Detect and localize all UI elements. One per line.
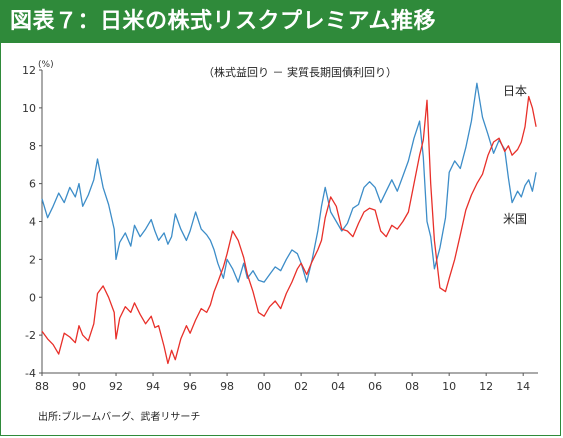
- series-line-japan: [41, 95, 537, 365]
- x-tick-label: 04: [331, 380, 345, 393]
- x-tick-label: 02: [294, 380, 308, 393]
- y-tick-label: 12: [22, 64, 36, 77]
- source-note: 出所:ブルームバーグ、武者リサーチ: [38, 412, 201, 423]
- series-line-us: [41, 82, 537, 283]
- y-tick-label: 10: [22, 102, 36, 115]
- y-tick-label: 4: [29, 216, 36, 229]
- y-tick-label: -2: [25, 329, 36, 342]
- x-tick-label: 90: [72, 380, 86, 393]
- x-tick-label: 10: [442, 380, 456, 393]
- x-tick-label: 88: [35, 380, 49, 393]
- y-tick-label: 8: [29, 140, 36, 153]
- x-tick-label: 14: [516, 380, 530, 393]
- y-tick-label: 2: [29, 253, 36, 266]
- y-axis-unit-label: (%): [38, 60, 54, 70]
- x-tick-label: 00: [257, 380, 271, 393]
- y-tick-label: 6: [29, 178, 36, 191]
- series-label-us: 米国: [503, 212, 527, 226]
- x-tick-label: 12: [479, 380, 493, 393]
- chart-subtitle: （株式益回り － 実質長期国債利回り）: [203, 65, 397, 79]
- x-tick-label: 94: [146, 380, 160, 393]
- x-tick-label: 06: [368, 380, 382, 393]
- x-tick-label: 08: [405, 380, 419, 393]
- series-label-japan: 日本: [503, 84, 527, 98]
- y-tick-label: 0: [29, 291, 36, 304]
- y-tick-label: -4: [25, 367, 36, 380]
- x-tick-label: 98: [220, 380, 234, 393]
- x-tick-label: 96: [183, 380, 197, 393]
- x-tick-label: 92: [109, 380, 123, 393]
- chart-title-bar: 図表７：日米の株式リスクプレミアム推移: [0, 0, 561, 43]
